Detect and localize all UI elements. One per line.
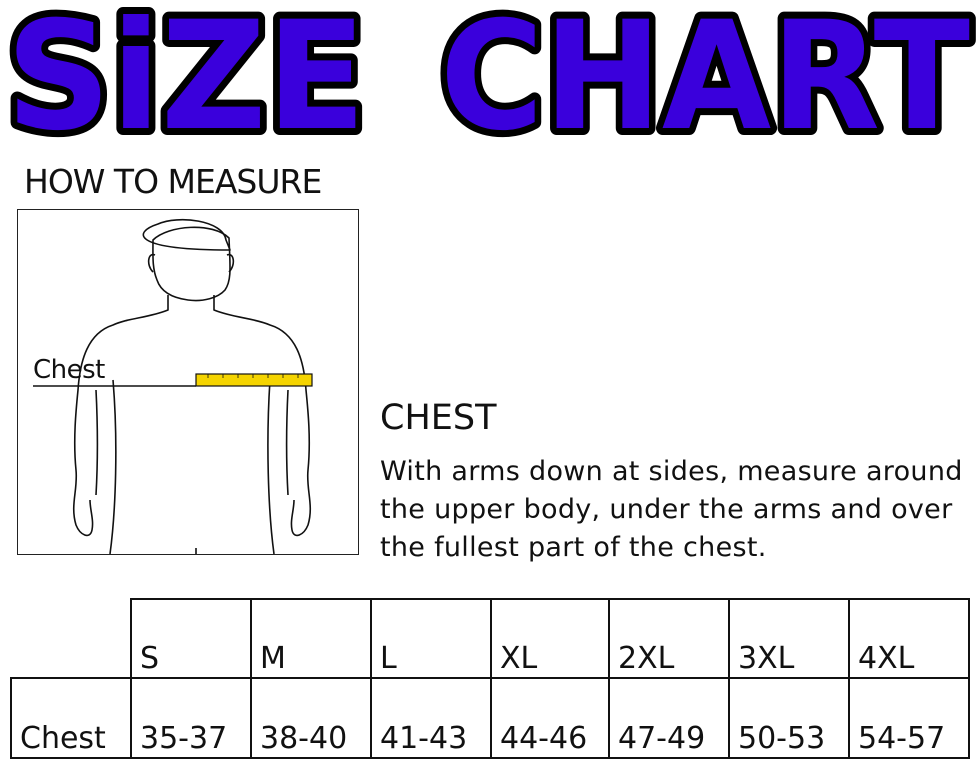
row-label-chest: Chest (10, 677, 132, 759)
size-header-m: M (250, 598, 372, 679)
size-header-xl: XL (490, 598, 610, 679)
how-to-measure-heading: HOW TO MEASURE (24, 162, 322, 201)
chest-value-4xl: 54-57 (848, 677, 970, 759)
chest-value-l: 41-43 (370, 677, 492, 759)
title-word-size: SiZE (6, 0, 366, 150)
size-chart-title: SiZE CHART (0, 0, 977, 150)
chest-instructions: With arms down at sides, measure around … (380, 456, 963, 563)
chest-value-2xl: 47-49 (608, 677, 730, 759)
measuring-tape-icon (195, 373, 313, 387)
chest-value-s: 35-37 (130, 677, 252, 759)
chest-value-3xl: 50-53 (728, 677, 850, 759)
chest-heading: CHEST (380, 398, 497, 438)
size-header-l: L (370, 598, 492, 679)
measure-figure: Chest (17, 209, 359, 555)
chest-value-m: 38-40 (250, 677, 372, 759)
chest-label: Chest (33, 355, 105, 385)
size-header-3xl: 3XL (728, 598, 850, 679)
body-outline-icon (33, 218, 313, 554)
size-header-s: S (130, 598, 252, 679)
size-header-4xl: 4XL (848, 598, 970, 679)
chest-value-xl: 44-46 (490, 677, 610, 759)
size-header-2xl: 2XL (608, 598, 730, 679)
title-word-chart: CHART (440, 0, 970, 150)
